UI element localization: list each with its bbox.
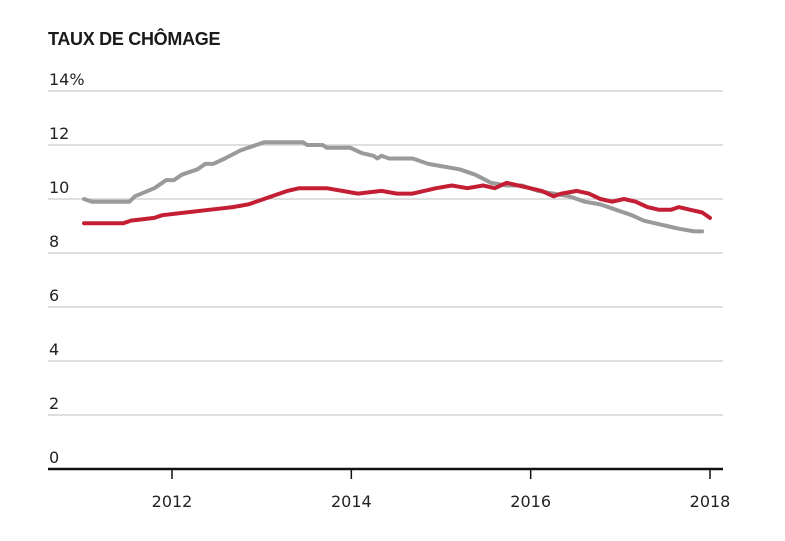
y-axis-labels: 0 2 4 6 8 10 12 14% bbox=[49, 70, 85, 467]
y-tick-label: 4 bbox=[49, 340, 59, 359]
grid-lines bbox=[48, 90, 723, 416]
x-axis-labels: 2012 2014 2016 2018 bbox=[152, 492, 731, 511]
y-tick-label: 10 bbox=[49, 178, 69, 197]
series-line-1 bbox=[82, 140, 705, 234]
x-tick-label: 2012 bbox=[152, 492, 193, 511]
y-tick-label: 14% bbox=[49, 70, 85, 89]
y-tick-label: 8 bbox=[49, 232, 59, 251]
y-tick-label: 6 bbox=[49, 286, 59, 305]
x-tick-label: 2018 bbox=[690, 492, 731, 511]
chart-title: TAUX DE CHÔMAGE bbox=[48, 29, 221, 49]
x-axis bbox=[48, 467, 723, 479]
y-tick-label: 2 bbox=[49, 394, 59, 413]
y-tick-label: 0 bbox=[49, 448, 59, 467]
x-tick-label: 2014 bbox=[331, 492, 372, 511]
y-tick-label: 12 bbox=[49, 124, 69, 143]
series-line-2 bbox=[82, 180, 712, 226]
x-tick-label: 2016 bbox=[510, 492, 551, 511]
series-group bbox=[82, 140, 712, 234]
